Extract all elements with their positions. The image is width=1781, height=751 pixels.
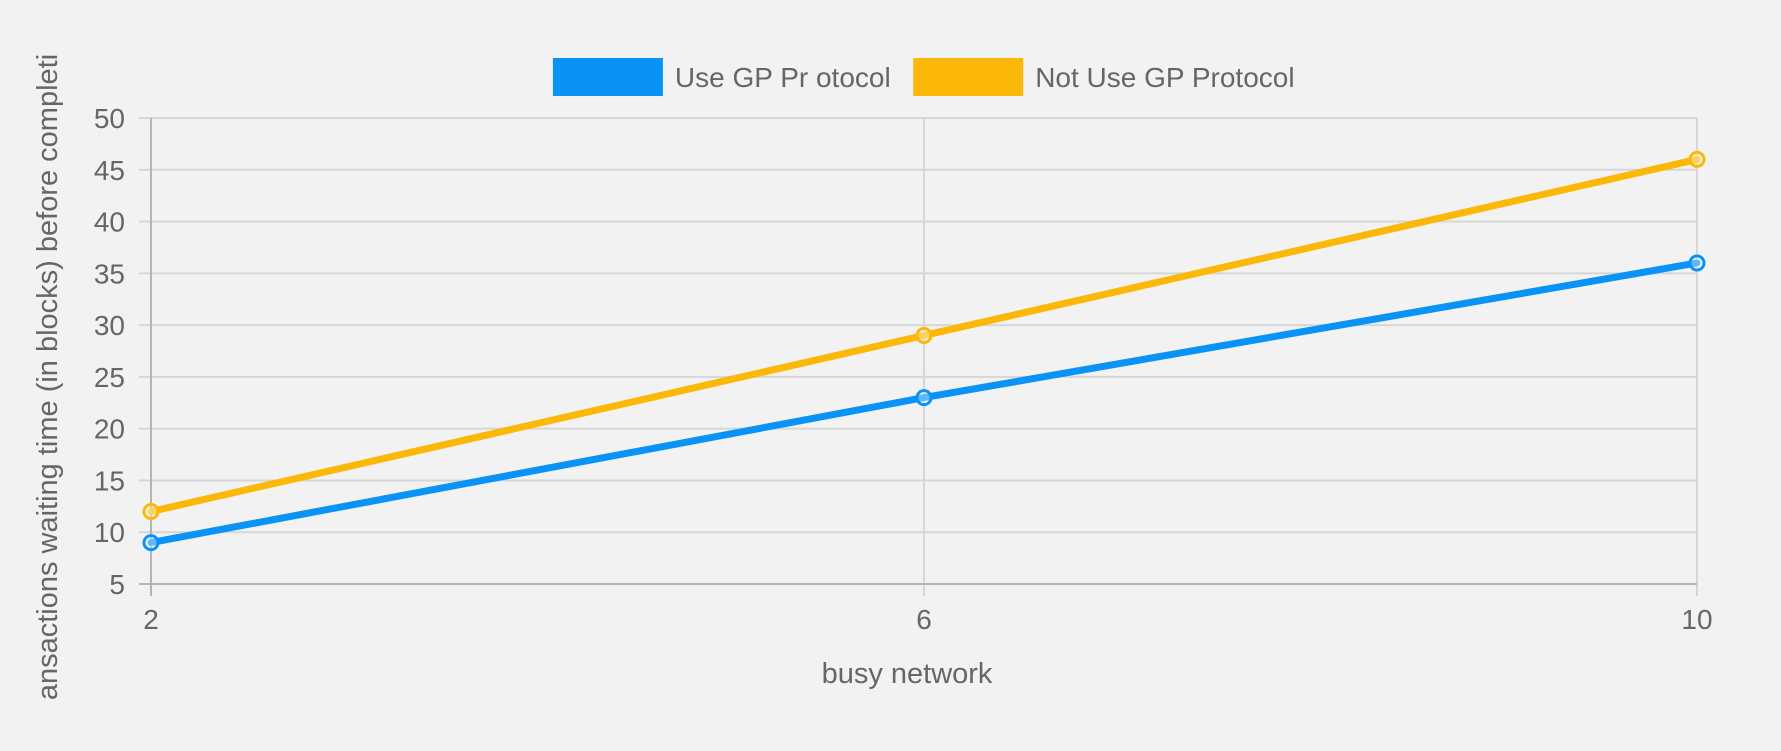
y-tick-label: 25 — [94, 362, 125, 393]
y-tick-label: 5 — [109, 569, 125, 600]
grid-lines — [151, 117, 1698, 584]
legend-item-2[interactable]: Not Use GP Protocol — [913, 58, 1295, 96]
series-line — [147, 259, 1701, 547]
legend-label: Not Use GP Protocol — [1035, 62, 1294, 93]
y-tick-label: 30 — [94, 310, 125, 341]
y-axis-title: ansactions waiting time (in blocks) befo… — [32, 54, 64, 700]
x-tick-label: 6 — [916, 604, 932, 635]
y-tick-label: 10 — [94, 517, 125, 548]
x-tick-label: 10 — [1681, 604, 1712, 635]
data-point[interactable] — [915, 326, 933, 344]
legend-swatch — [552, 58, 663, 96]
series-1 — [142, 254, 1706, 552]
series-2 — [142, 150, 1706, 521]
legend-item-1[interactable]: Use GP Pr otocol — [552, 58, 891, 96]
y-tick-label: 15 — [94, 465, 125, 496]
data-point[interactable] — [915, 389, 933, 407]
x-axis-title: busy network — [822, 658, 993, 690]
y-tick-label: 45 — [94, 155, 125, 186]
data-series — [142, 150, 1706, 552]
y-tick-label: 40 — [94, 207, 125, 238]
legend-swatch — [913, 58, 1024, 96]
data-point[interactable] — [142, 503, 160, 521]
axes: 5 10 15 20 25 30 35 40 45 50 2 6 10 — [94, 103, 1713, 635]
x-tick-label: 2 — [143, 604, 159, 635]
legend-label: Use GP Pr otocol — [675, 62, 891, 93]
y-tick-label: 50 — [94, 103, 125, 134]
data-point[interactable] — [142, 534, 160, 552]
legend[interactable]: Use GP Pr otocol Not Use GP Protocol — [552, 58, 1295, 96]
data-point[interactable] — [1688, 254, 1706, 272]
data-point[interactable] — [1688, 150, 1706, 168]
y-tick-label: 20 — [94, 414, 125, 445]
y-tick-label: 35 — [94, 258, 125, 289]
series-line — [147, 155, 1701, 516]
